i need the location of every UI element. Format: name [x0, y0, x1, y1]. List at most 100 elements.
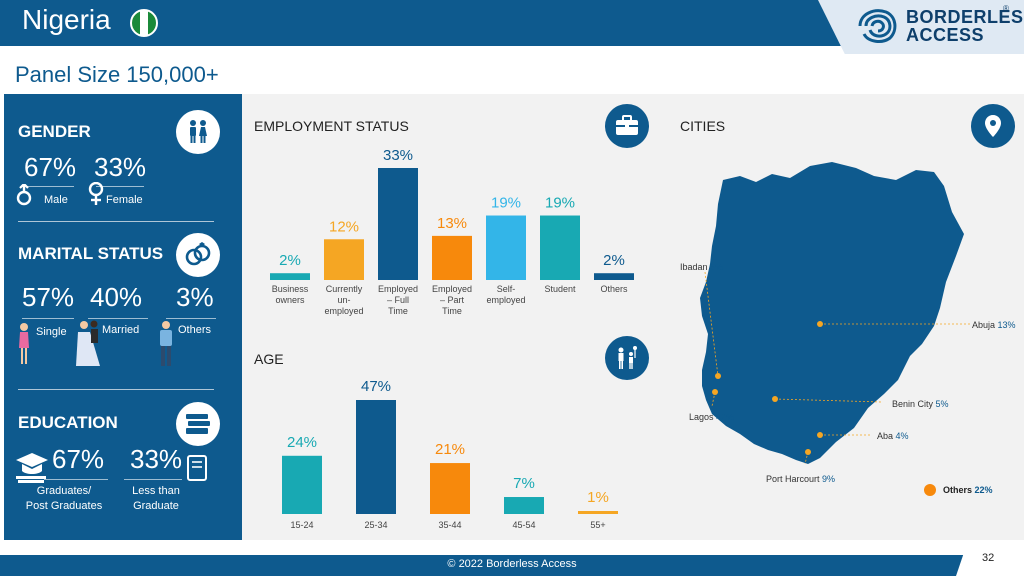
city-label-abuja: Abuja 13%	[972, 320, 1016, 330]
employment-bar	[432, 235, 472, 280]
others-marital-percent: 3%	[176, 282, 214, 312]
nigeria-map	[700, 162, 972, 496]
page-number: 32	[982, 552, 995, 564]
female-percent: 33%	[94, 152, 147, 182]
demographics-panel: GENDER 67% 33% Male Female MARITAL STATU…	[4, 94, 242, 540]
employment-category-label: un-	[337, 295, 350, 305]
city-label-others: Others 22%	[943, 485, 993, 495]
benin-city-marker	[772, 396, 778, 402]
borderless-access-logo-icon	[858, 9, 897, 43]
age-category-label: 25-34	[364, 520, 387, 530]
employment-value-label: 12%	[329, 218, 359, 235]
graduates-underline	[44, 479, 108, 480]
male-symbol-icon	[16, 184, 32, 206]
abuja-marker	[817, 321, 823, 327]
logo-wordmark: BORDERLESS ACCESS	[906, 8, 1024, 44]
employment-bar	[486, 215, 526, 280]
books-icon	[176, 402, 220, 446]
female-underline	[96, 186, 144, 187]
graduation-cap-icon	[16, 453, 48, 483]
page-number-tab	[956, 548, 1024, 576]
gender-title: GENDER	[18, 122, 91, 141]
single-percent: 57%	[22, 282, 75, 312]
age-bar	[504, 497, 544, 514]
age-category-label: 45-54	[512, 520, 535, 530]
employment-value-label: 19%	[491, 195, 521, 212]
book-icon	[187, 455, 207, 481]
married-couple-icon	[76, 320, 100, 366]
age-value-label: 21%	[435, 441, 465, 458]
employment-bar	[540, 215, 580, 280]
location-pin-icon	[971, 104, 1015, 148]
briefcase-icon	[605, 104, 649, 148]
others-person-icon	[160, 321, 172, 366]
employment-title: EMPLOYMENT STATUS	[254, 118, 409, 134]
married-underline	[88, 318, 148, 319]
employment-value-label: 33%	[383, 147, 413, 164]
less-label-line-1: Less than	[132, 485, 180, 497]
others-marital-label: Others	[178, 324, 212, 336]
employment-category-label: – Part	[440, 295, 465, 305]
graduates-label: Graduates/ Post Graduates	[14, 484, 114, 514]
age-value-label: 7%	[513, 475, 535, 492]
age-bar	[578, 511, 618, 514]
brand-line-1: BORDERLESS	[906, 7, 1024, 27]
male-label: Male	[44, 194, 68, 206]
male-percent: 67%	[24, 152, 77, 182]
ibadan-marker	[715, 373, 721, 379]
city-label-benin-city: Benin City 5%	[892, 399, 949, 409]
graduates-label-line-2: Post Graduates	[25, 500, 103, 512]
female-label: Female	[106, 194, 143, 206]
age-value-label: 47%	[361, 378, 391, 395]
married-percent: 40%	[90, 282, 143, 312]
employment-bar	[378, 168, 418, 280]
employment-bar	[270, 273, 310, 280]
age-category-label: 35-44	[438, 520, 461, 530]
lagos-marker	[712, 389, 718, 395]
less-than-graduate-percent: 33%	[130, 444, 183, 474]
logo-panel	[818, 0, 1024, 54]
footer-bar	[0, 555, 1024, 576]
age-bar	[356, 400, 396, 514]
less-label-line-2: Graduate	[133, 500, 179, 512]
nigeria-flag-icon	[130, 9, 158, 37]
employment-category-label: employed	[324, 306, 363, 316]
employment-category-label: Self-	[497, 284, 516, 294]
age-value-label: 24%	[287, 434, 317, 451]
section-divider	[18, 221, 214, 222]
nigeria-map-shape	[700, 162, 964, 464]
single-underline	[22, 318, 74, 319]
others-underline	[166, 318, 216, 319]
employment-bar	[324, 239, 364, 280]
employment-category-label: Employed	[432, 284, 472, 294]
age-bar	[282, 455, 322, 514]
employment-category-label: owners	[275, 295, 305, 305]
city-label-lagos: Lagos 42%	[689, 412, 735, 422]
graduates-label-line-1: Graduates/	[36, 485, 92, 497]
less-underline	[124, 479, 182, 480]
aba-marker	[817, 432, 823, 438]
copyright-text: © 2022 Borderless Access	[447, 558, 577, 570]
panel-size: Panel Size 150,000+	[15, 62, 219, 87]
age-category-label: 55+	[590, 520, 605, 530]
age-value-label: 1%	[587, 489, 609, 506]
marital-title: MARITAL STATUS	[18, 244, 164, 263]
single-label: Single	[36, 326, 67, 338]
employment-category-label: Currently	[326, 284, 363, 294]
others-marker	[924, 484, 936, 496]
employment-category-label: – Full	[387, 295, 409, 305]
employment-category-label: Business	[272, 284, 309, 294]
male-female-icon	[176, 110, 220, 154]
family-icon	[605, 336, 649, 380]
brand-line-2: ACCESS	[906, 25, 985, 45]
registered-mark: ®	[1003, 4, 1009, 13]
employment-value-label: 13%	[437, 215, 467, 232]
employment-category-label: employed	[486, 295, 525, 305]
rings-icon	[176, 233, 220, 277]
age-title: AGE	[254, 351, 284, 367]
employment-category-label: Employed	[378, 284, 418, 294]
employment-value-label: 19%	[545, 195, 575, 212]
married-label: Married	[102, 324, 140, 336]
male-underline	[22, 186, 74, 187]
